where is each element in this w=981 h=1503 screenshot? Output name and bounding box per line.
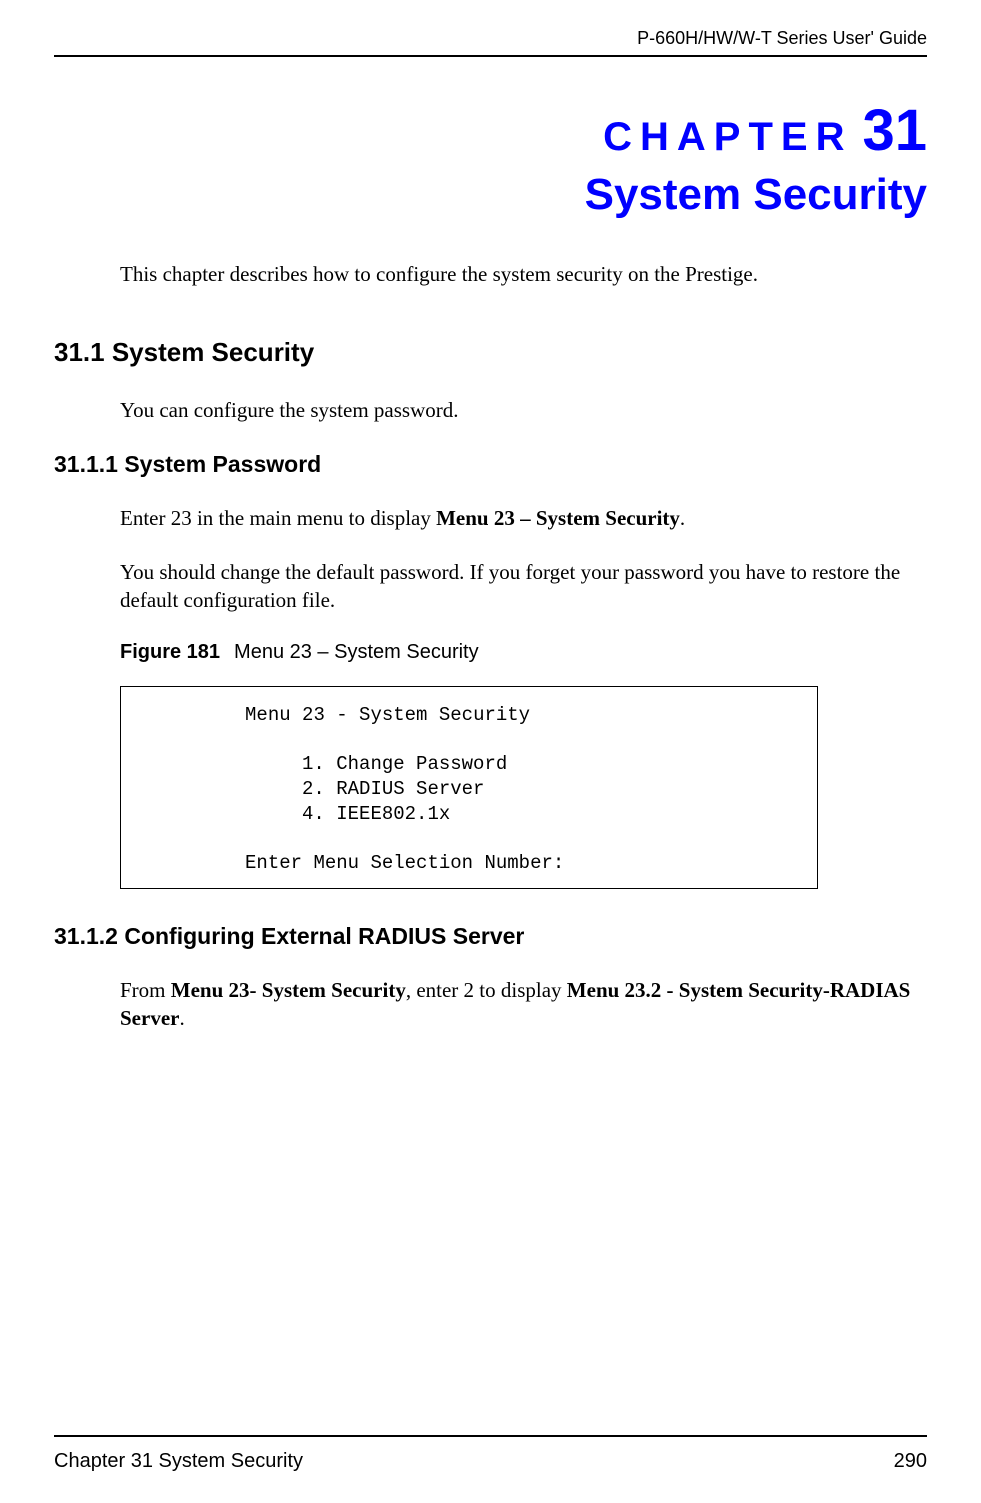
- menu-item-2: 2. RADIUS Server: [302, 778, 484, 800]
- chapter-intro: This chapter describes how to configure …: [120, 260, 927, 289]
- section-31-1-1-body-2: You should change the default password. …: [120, 558, 927, 615]
- body-text-mid: , enter 2 to display: [406, 978, 567, 1002]
- section-31-1-2-heading: 31.1.2 Configuring External RADIUS Serve…: [54, 923, 927, 950]
- figure-181-caption: Figure 181 Menu 23 – System Security: [120, 641, 927, 664]
- menu-prompt: Enter Menu Selection Number:: [245, 852, 564, 874]
- menu-23-ref: Menu 23- System Security: [171, 978, 406, 1002]
- menu-item-3: 4. IEEE802.1x: [302, 803, 450, 825]
- menu-item-1: 1. Change Password: [302, 753, 507, 775]
- menu-title: Menu 23 - System Security 1. Change Pass…: [131, 704, 564, 874]
- chapter-label: CHAPTER: [603, 115, 852, 159]
- figure-181-box: Menu 23 - System Security 1. Change Pass…: [120, 686, 818, 889]
- chapter-heading-block: CHAPTER 31 System Security: [54, 97, 927, 220]
- section-31-1-heading: 31.1 System Security: [54, 337, 927, 368]
- page-header: P-660H/HW/W-T Series User' Guide: [54, 28, 927, 55]
- chapter-title: System Security: [54, 170, 927, 220]
- body-text-pre: Enter 23 in the main menu to display: [120, 506, 436, 530]
- figure-caption-text: Menu 23 – System Security: [234, 641, 479, 663]
- footer-rule: [54, 1435, 927, 1437]
- body-text-pre: From: [120, 978, 171, 1002]
- section-31-1-1-heading: 31.1.1 System Password: [54, 451, 927, 478]
- footer-page-number: 290: [894, 1450, 927, 1473]
- section-31-1-2-body: From Menu 23- System Security, enter 2 t…: [120, 976, 927, 1033]
- menu-23-ref: Menu 23 – System Security: [436, 506, 680, 530]
- chapter-line-1: CHAPTER 31: [54, 97, 927, 164]
- body-text-post: .: [680, 506, 685, 530]
- footer-chapter-ref: Chapter 31 System Security: [54, 1450, 303, 1473]
- figure-label: Figure 181: [120, 641, 220, 663]
- guide-title: P-660H/HW/W-T Series User' Guide: [637, 28, 927, 49]
- section-31-1-body: You can configure the system password.: [120, 396, 927, 424]
- section-31-1-1-body-1: Enter 23 in the main menu to display Men…: [120, 504, 927, 532]
- page-footer: Chapter 31 System Security 290: [54, 1450, 927, 1473]
- header-rule: [54, 55, 927, 57]
- body-text-post: .: [179, 1006, 184, 1030]
- chapter-number: 31: [862, 98, 927, 163]
